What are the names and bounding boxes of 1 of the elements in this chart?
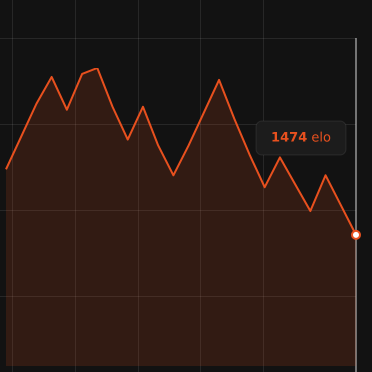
annotation: 1474 elo [271,130,331,146]
